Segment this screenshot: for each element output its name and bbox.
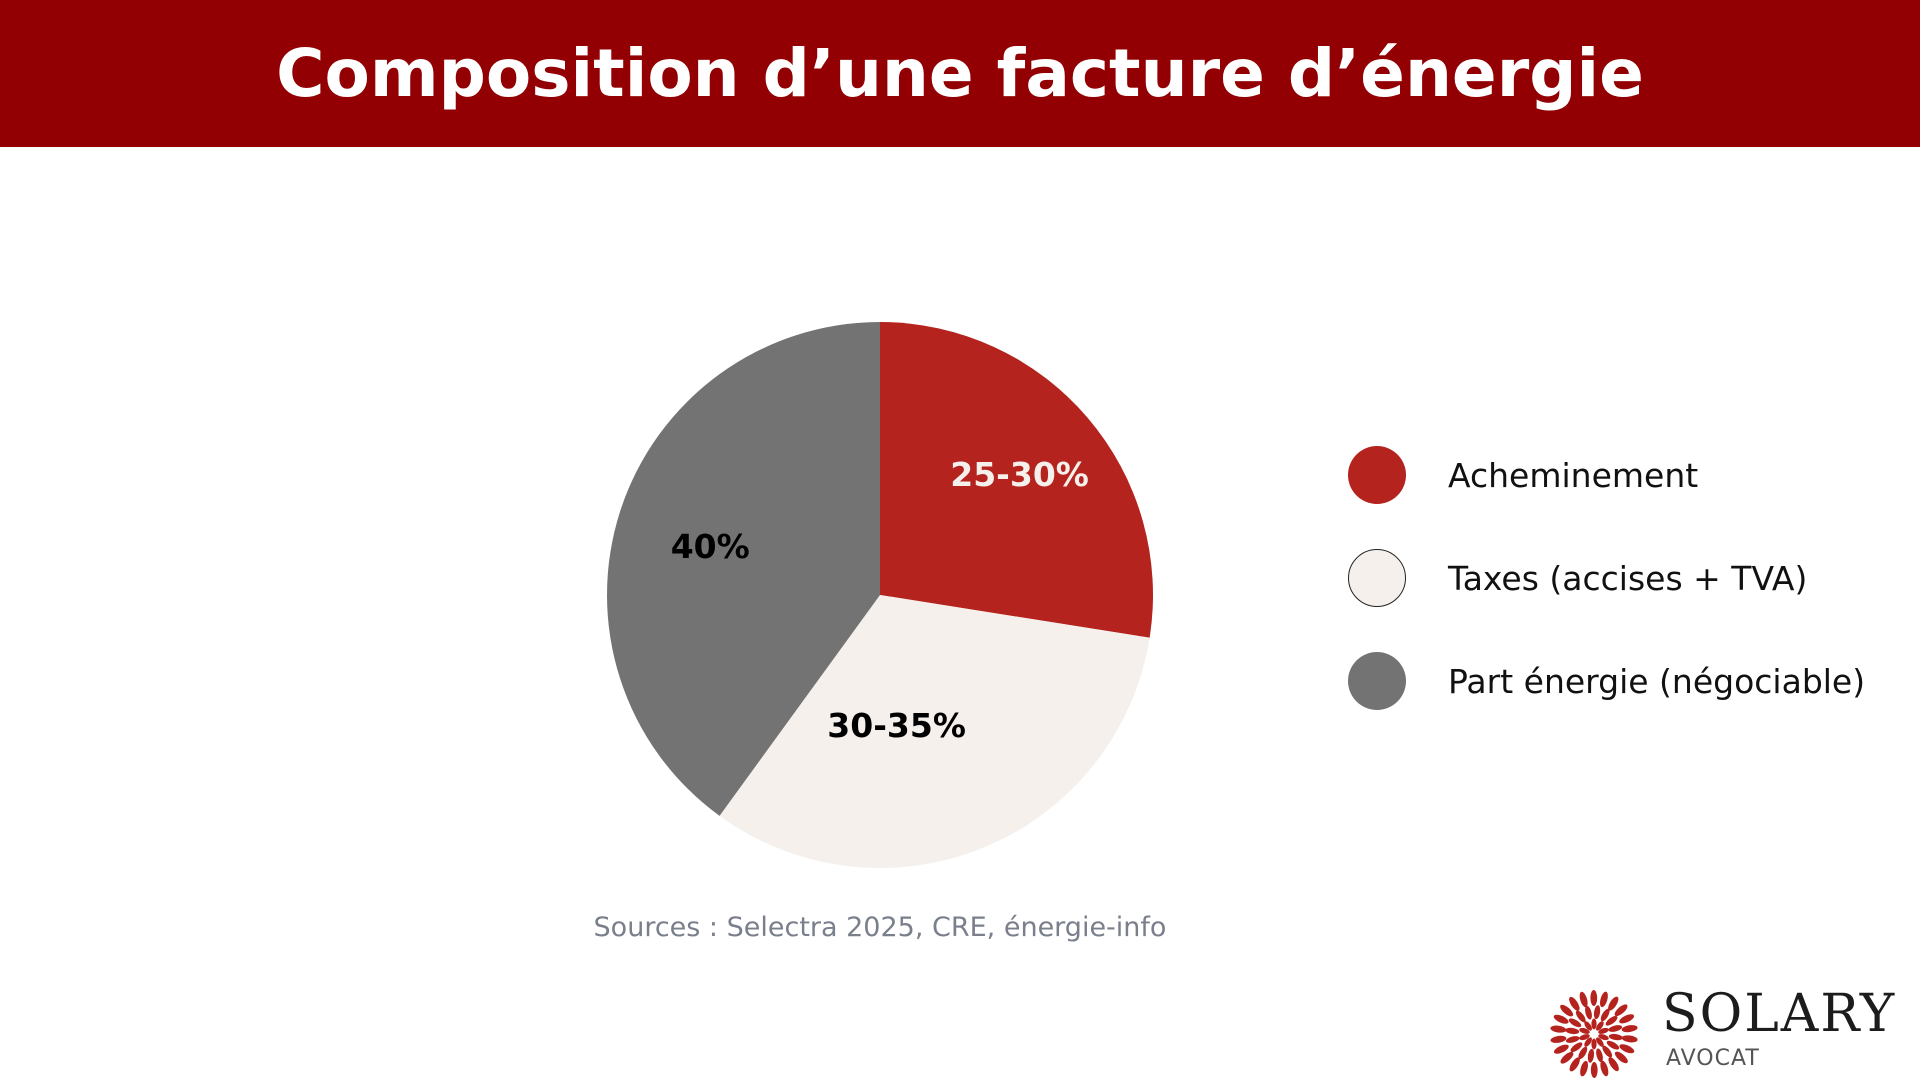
sun-petal-icon (1590, 990, 1598, 1006)
pie-slice-taxes (719, 595, 1150, 868)
sun-petal-icon (1619, 1044, 1635, 1054)
sun-petal-icon (1599, 991, 1608, 1008)
title-banner: Composition d’une facture d’énergie (0, 0, 1920, 147)
pie-slice-label: 25-30% (950, 455, 1089, 494)
sun-petal-icon (1591, 1038, 1597, 1050)
sun-petal-icon (1621, 1025, 1638, 1033)
sun-petal-icon (1584, 1021, 1592, 1031)
chart-legend: Acheminement Taxes (accises + TVA) Part … (1348, 446, 1865, 755)
sun-petal-icon (1598, 1027, 1609, 1034)
pie-slice-part-energie (607, 322, 880, 816)
logo-name: SOLARY (1662, 984, 1897, 1044)
sun-petal-icon (1560, 1004, 1574, 1017)
sun-petal-icon (1579, 1027, 1590, 1034)
sun-petal-icon (1614, 1004, 1628, 1017)
pie-slice-label: 30-35% (827, 706, 966, 745)
sun-petal-icon (1578, 1046, 1588, 1060)
sun-petal-icon (1596, 1048, 1603, 1063)
sun-petal-icon (1598, 1034, 1609, 1041)
pie-slice-acheminement (880, 322, 1153, 638)
sun-petal-icon (1580, 1060, 1589, 1077)
sun-petal-icon (1614, 1051, 1628, 1064)
logo-subtitle: AVOCAT (1666, 1046, 1760, 1071)
legend-label: Part énergie (négociable) (1448, 661, 1866, 701)
legend-item-taxes: Taxes (accises + TVA) (1348, 549, 1865, 607)
legend-swatch-acheminement (1348, 446, 1406, 504)
sun-petal-icon (1596, 1037, 1604, 1047)
sun-petal-icon (1579, 991, 1588, 1008)
sun-petal-icon (1575, 1010, 1586, 1023)
sun-petal-icon (1553, 1014, 1569, 1024)
sun-petal-icon (1568, 1018, 1582, 1028)
sun-petal-icon (1565, 1036, 1580, 1043)
sun-petal-icon (1590, 1062, 1598, 1078)
sun-petal-icon (1596, 1021, 1604, 1031)
sun-petal-icon (1608, 1025, 1623, 1032)
sun-petal-icon (1560, 1051, 1574, 1064)
legend-item-part-energie: Part énergie (négociable) (1348, 652, 1865, 710)
sun-petal-icon (1608, 1057, 1619, 1072)
sun-petal-icon (1608, 1033, 1623, 1041)
sun-petal-icon (1569, 1057, 1580, 1072)
sun-petal-icon (1600, 1060, 1609, 1077)
sources-note: Sources : Selectra 2025, CRE, énergie-in… (593, 912, 1167, 943)
sun-petal-icon (1608, 996, 1619, 1011)
sun-petal-icon (1550, 1025, 1567, 1033)
legend-label: Acheminement (1448, 455, 1699, 495)
page-title: Composition d’une facture d’énergie (276, 35, 1644, 112)
legend-swatch-part-energie (1348, 652, 1406, 710)
sun-petal-icon (1584, 1037, 1592, 1047)
sun-petal-icon (1621, 1035, 1638, 1043)
sun-petal-icon (1550, 1035, 1567, 1043)
legend-swatch-taxes (1348, 549, 1406, 607)
sun-petal-icon (1569, 996, 1580, 1011)
pie-chart: 25-30% 30-35% 40% (607, 322, 1153, 868)
legend-item-acheminement: Acheminement (1348, 446, 1865, 504)
sun-petal-icon (1602, 1045, 1613, 1058)
sun-petal-icon (1570, 1042, 1583, 1053)
sun-petal-icon (1579, 1034, 1590, 1041)
solary-logo: SOLARY AVOCAT (1548, 984, 1920, 1080)
sun-petal-icon (1606, 1040, 1620, 1050)
sun-petal-icon (1553, 1044, 1569, 1054)
sun-petal-icon (1600, 1008, 1610, 1022)
sun-emblem-icon (1550, 990, 1638, 1078)
pie-slice-label: 40% (671, 527, 750, 566)
sun-petal-icon (1591, 1018, 1597, 1030)
sun-petal-icon (1593, 1005, 1601, 1020)
sun-petal-icon (1565, 1027, 1580, 1035)
sun-petal-icon (1585, 1005, 1592, 1020)
sun-petal-icon (1605, 1015, 1618, 1026)
sun-petal-icon (1619, 1014, 1635, 1024)
legend-label: Taxes (accises + TVA) (1448, 558, 1808, 598)
sun-petal-icon (1587, 1048, 1595, 1063)
